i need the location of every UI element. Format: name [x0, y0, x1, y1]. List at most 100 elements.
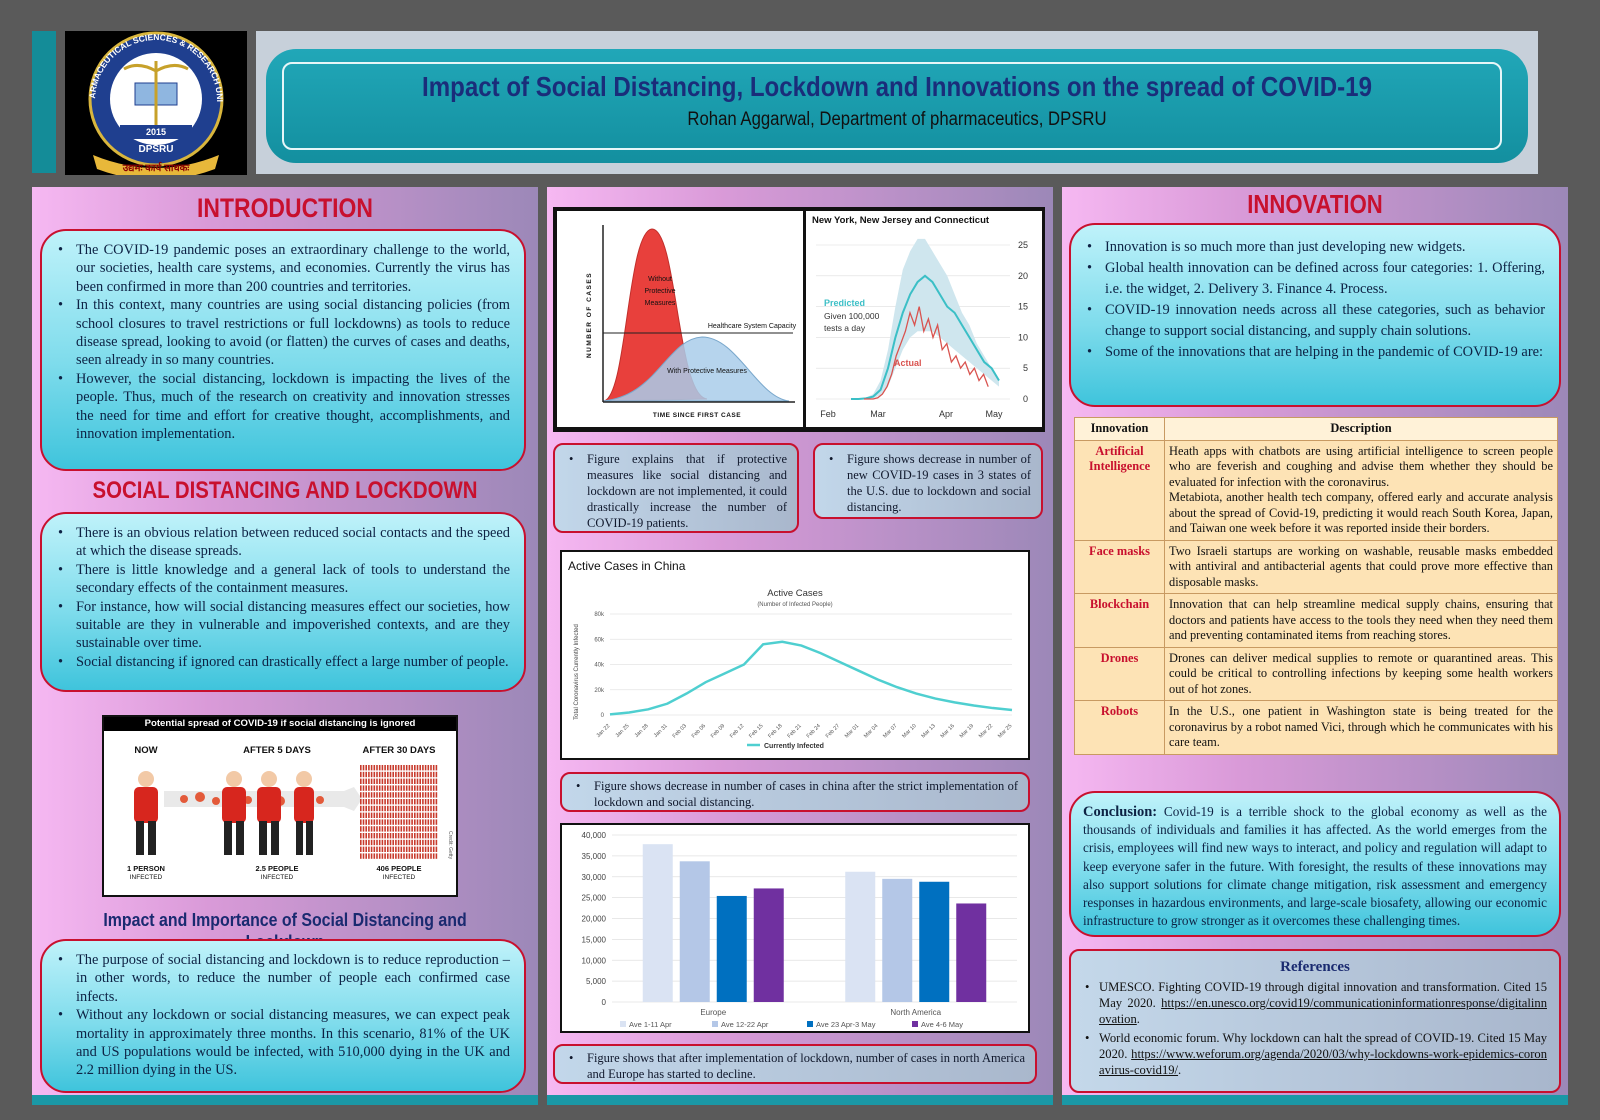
crowd-person — [395, 846, 397, 852]
crowd-person — [373, 785, 376, 791]
bar — [753, 888, 784, 1002]
row-name: Robots — [1074, 700, 1165, 755]
crowd-person — [411, 839, 413, 846]
crowd-person — [370, 765, 373, 771]
crowd-person — [432, 805, 435, 812]
crowd-person — [368, 765, 370, 771]
crowd-person — [365, 839, 367, 846]
crowd-person — [392, 833, 394, 839]
crowd-person — [392, 771, 394, 778]
crowd-person — [392, 846, 394, 852]
crowd-person — [405, 778, 408, 784]
stage-label: AFTER 30 DAYS — [362, 745, 435, 756]
reference-text: UMESCO. Fighting COVID-19 through digita… — [1099, 980, 1547, 1011]
crowd-person — [408, 792, 411, 798]
ny-y-tick: 20 — [1018, 271, 1028, 281]
crowd-person — [414, 853, 416, 859]
crowd-person — [365, 765, 367, 771]
crowd-person — [368, 839, 370, 846]
caption-curve: Figure explains that if protective measu… — [553, 443, 799, 533]
crowd-person — [405, 846, 408, 852]
crowd-person — [395, 839, 397, 846]
row-name: Artificial Intelligence — [1074, 439, 1165, 541]
reference-link[interactable]: https://www.weforum.org/agenda/2020/03/w… — [1099, 1046, 1547, 1078]
crowd-person — [362, 853, 365, 859]
crowd-person — [422, 778, 424, 784]
crowd-person — [427, 799, 430, 805]
crowd-person — [416, 771, 419, 778]
crowd-person — [435, 839, 438, 846]
crowd-person — [362, 765, 365, 771]
china-x-tick: Mar 19 — [959, 723, 975, 739]
crowd-person — [370, 826, 373, 832]
china-x-tick: Mar 13 — [920, 723, 936, 739]
introduction-box: The COVID-19 pandemic poses an extraordi… — [40, 229, 526, 471]
crowd-person — [368, 805, 370, 812]
logo-abbr: DPSRU — [138, 144, 173, 155]
caption-bars: Figure shows that after implementation o… — [553, 1044, 1037, 1084]
crowd-person — [427, 765, 430, 771]
crowd-person — [430, 853, 432, 859]
crowd-person — [430, 826, 432, 832]
crowd-person — [389, 778, 392, 784]
crowd-person — [373, 792, 376, 798]
right-column: INNOVATION Innovation is so much more th… — [1062, 187, 1568, 1105]
ny-title: New York, New Jersey and Connecticut — [812, 215, 990, 226]
crowd-person — [376, 805, 378, 812]
crowd-person — [395, 778, 397, 784]
crowd-person — [416, 819, 419, 825]
crowd-person — [378, 853, 381, 859]
crowd-person — [378, 785, 381, 791]
crowd-person — [411, 799, 413, 805]
crowd-person — [400, 853, 403, 859]
crowd-person — [427, 778, 430, 784]
crowd-person — [392, 765, 394, 771]
crowd-person — [414, 839, 416, 846]
crowd-person — [370, 785, 373, 791]
crowd-person — [400, 833, 403, 839]
ny-x-tick: Feb — [820, 409, 836, 419]
crowd-person — [405, 765, 408, 771]
intro-bullet: However, the social distancing, lockdown… — [56, 370, 510, 444]
crowd-person — [381, 805, 384, 812]
crowd-person — [422, 805, 424, 812]
crowd-person — [435, 833, 438, 839]
crowd-person — [392, 826, 394, 832]
crowd-person — [430, 778, 432, 784]
bar-y-tick: 30,000 — [582, 873, 607, 882]
caption-bars-text: Figure shows that after implementation o… — [565, 1050, 1025, 1082]
crowd-person — [362, 819, 365, 825]
crowd-person — [378, 765, 381, 771]
crowd-person — [411, 785, 413, 791]
crowd-person — [378, 799, 381, 805]
china-y-tick: 0 — [601, 713, 605, 719]
crowd-person — [397, 792, 400, 798]
crowd-person — [392, 785, 394, 791]
legend-label: Ave 4-6 May — [921, 1020, 963, 1029]
crowd-person — [411, 853, 413, 859]
crowd-person — [422, 833, 424, 839]
crowd-person — [427, 792, 430, 798]
crowd-person — [360, 819, 362, 825]
crowd-person — [384, 833, 386, 839]
row-desc: Drones can deliver medical supplies to r… — [1164, 646, 1558, 701]
crowd-person — [395, 792, 397, 798]
crowd-person — [405, 792, 408, 798]
crowd-person — [424, 846, 427, 852]
crowd-person — [400, 771, 403, 778]
bar-y-tick: 0 — [602, 998, 607, 1007]
crowd-person — [397, 839, 400, 846]
crowd-person — [389, 846, 392, 852]
infographic-title: Potential spread of COVID-19 if social d… — [104, 717, 456, 731]
crowd-person — [424, 826, 427, 832]
crowd-person — [381, 819, 384, 825]
crowd-person — [403, 833, 405, 839]
bar — [716, 895, 747, 1002]
reference-link[interactable]: https://en.unesco.org/covid19/communicat… — [1099, 996, 1547, 1027]
crowd-person — [378, 805, 381, 812]
crowd-person — [376, 778, 378, 784]
crowd-person — [408, 819, 411, 825]
crowd-person — [419, 792, 421, 798]
china-x-tick: Mar 16 — [940, 723, 956, 739]
crowd-person — [405, 826, 408, 832]
